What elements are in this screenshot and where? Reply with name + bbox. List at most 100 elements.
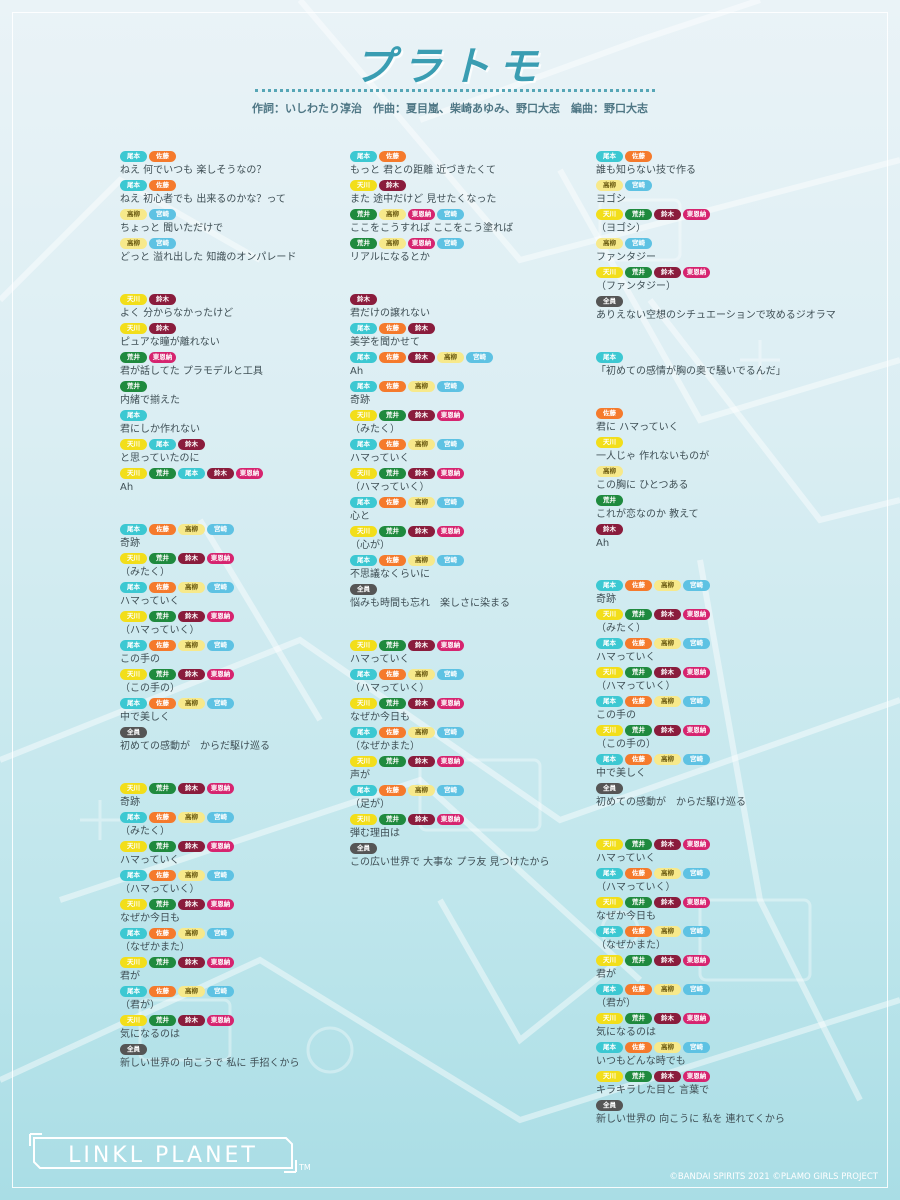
singer-tags: 天川 尾本 鈴木 <box>120 439 375 452</box>
singer-tag: 天川 <box>350 410 377 421</box>
singer-tag: 天川 <box>596 725 623 736</box>
singer-tag: 高柳 <box>596 238 623 249</box>
lyric-line: 尾本 佐藤 高柳 宮崎 奇跡 <box>596 580 851 609</box>
singer-tag: 鈴木 <box>654 209 681 220</box>
lyric-line: 尾本 佐藤 高柳 宮崎 ハマっていく <box>350 439 605 468</box>
singer-tag: 全員 <box>120 727 147 738</box>
singer-tag: 尾本 <box>149 439 176 450</box>
singer-tags: 荒井 高柳 東恩納 宮崎 <box>350 209 605 222</box>
singer-tag: 鈴木 <box>654 609 681 620</box>
singer-tag: 天川 <box>350 526 377 537</box>
singer-tag: 高柳 <box>408 497 435 508</box>
lyric-line: 尾本 佐藤 高柳 宮崎 （君が） <box>120 986 375 1015</box>
singer-tag: 高柳 <box>178 928 205 939</box>
lyric-line: 天川 鈴木 よく 分からなかったけど <box>120 294 375 323</box>
singer-tags: 尾本 佐藤 鈴木 高柳 宮崎 <box>350 352 605 365</box>
singer-tag: 宮崎 <box>437 439 464 450</box>
lyric-line: 天川 荒井 鈴木 東恩納 （ファンタジー） <box>596 267 851 296</box>
lyric-line: 全員 ありえない空想のシチュエーションで攻めるジオラマ <box>596 296 851 325</box>
lyric-text: 誰も知らない技で作る <box>596 165 696 176</box>
singer-tag: 荒井 <box>379 698 406 709</box>
singer-tag: 佐藤 <box>149 870 176 881</box>
lyric-section: 尾本 佐藤 高柳 宮崎 奇跡 天川 荒井 鈴木 東恩納 （みたく） 尾本 佐藤 高柳 宮崎 ハマっていく 天川… <box>596 580 851 812</box>
singer-tags: 天川 荒井 鈴木 東恩納 <box>120 669 375 682</box>
singer-tags: 全員 <box>120 727 375 740</box>
lyric-line: 全員 悩みも時間も忘れ 楽しさに染まる <box>350 584 605 613</box>
singer-tags: 荒井 <box>120 381 375 394</box>
singer-tag: 荒井 <box>625 209 652 220</box>
singer-tag: 東恩納 <box>683 1013 710 1024</box>
lyrics-column-2: 尾本 佐藤 もっと 君との距離 近づきたくて 天川 鈴木 また 途中だけど 見せたくなった… <box>350 151 605 872</box>
lyric-text: ちょっと 聞いただけで <box>120 223 224 234</box>
lyric-line: 尾本 佐藤 誰も知らない技で作る <box>596 151 851 180</box>
singer-tag: 尾本 <box>120 698 147 709</box>
lyric-line: 天川 荒井 鈴木 東恩納 ハマっていく <box>120 841 375 870</box>
singer-tag: 荒井 <box>120 352 147 363</box>
singer-tag: 尾本 <box>350 352 377 363</box>
lyric-text: 君が話してた プラモデルと工具 <box>120 366 263 377</box>
lyric-line: 尾本 佐藤 鈴木 美学を聞かせて <box>350 323 605 352</box>
singer-tag: 宮崎 <box>625 238 652 249</box>
lyric-line: 天川 荒井 鈴木 東恩納 声が <box>350 756 605 785</box>
singer-tags: 尾本 佐藤 高柳 宮崎 <box>596 868 851 881</box>
lyric-line: 天川 荒井 鈴木 東恩納 （ハマっていく） <box>596 667 851 696</box>
singer-tag: 佐藤 <box>149 928 176 939</box>
singer-tag: 宮崎 <box>466 352 493 363</box>
singer-tag: 天川 <box>596 897 623 908</box>
lyric-line: 尾本 君にしか作れない <box>120 410 375 439</box>
lyric-text: ヨゴシ <box>596 194 626 205</box>
lyric-text: （ハマっていく） <box>120 625 200 636</box>
svg-text:LINKL PLANET: LINKL PLANET <box>68 1143 258 1168</box>
singer-tag: 尾本 <box>350 669 377 680</box>
lyric-text: 奇跡 <box>350 395 370 406</box>
singer-tag: 高柳 <box>437 352 464 363</box>
lyric-text: これが恋なのか 教えて <box>596 509 699 520</box>
lyric-text: この広い世界で 大事な プラ友 見つけたから <box>350 857 550 868</box>
singer-tags: 尾本 佐藤 高柳 宮崎 <box>596 926 851 939</box>
singer-tags: 天川 荒井 鈴木 東恩納 <box>120 957 375 970</box>
singer-tags: 天川 <box>596 437 851 450</box>
singer-tag: 全員 <box>596 296 623 307</box>
singer-tags: 全員 <box>350 584 605 597</box>
lyric-text: キラキラした目と 言葉で <box>596 1085 710 1096</box>
lyric-line: 荒井 高柳 東恩納 宮崎 ここをこうすれば ここをこう塗れば <box>350 209 605 238</box>
singer-tag: 高柳 <box>178 582 205 593</box>
singer-tags: 尾本 佐藤 <box>120 180 375 193</box>
singer-tag: 佐藤 <box>379 555 406 566</box>
singer-tag: 天川 <box>120 439 147 450</box>
singer-tags: 尾本 佐藤 高柳 宮崎 <box>350 497 605 510</box>
lyric-line: 高柳 宮崎 どっと 溢れ出した 知識のオンパレード <box>120 238 375 267</box>
singer-tag: 佐藤 <box>379 439 406 450</box>
lyric-line: 天川 荒井 鈴木 東恩納 君が <box>120 957 375 986</box>
singer-tag: 高柳 <box>178 870 205 881</box>
song-credits: 作詞：いしわたり淳治 作曲：夏目嵐、柴崎あゆみ、野口大志 編曲：野口大志 <box>252 102 648 115</box>
lyric-line: 天川 荒井 鈴木 東恩納 （みたく） <box>596 609 851 638</box>
singer-tag: 宮崎 <box>683 696 710 707</box>
singer-tag: 東恩納 <box>207 899 234 910</box>
lyric-text: 気になるのは <box>120 1029 180 1040</box>
singer-tag: 高柳 <box>178 986 205 997</box>
lyric-text: 君にしか作れない <box>120 424 200 435</box>
singer-tags: 天川 荒井 鈴木 東恩納 <box>350 468 605 481</box>
singer-tag: 佐藤 <box>379 352 406 363</box>
lyric-text: 奇跡 <box>120 538 140 549</box>
singer-tags: 全員 <box>596 783 851 796</box>
singer-tag: 鈴木 <box>408 468 435 479</box>
singer-tag: 高柳 <box>654 926 681 937</box>
lyric-text: 「初めての感情が胸の奥で騒いでるんだ」 <box>596 366 786 377</box>
singer-tag: 全員 <box>350 584 377 595</box>
lyric-text: ねえ 初心者でも 出来るのかな？って <box>120 194 286 205</box>
lyric-line: 天川 荒井 鈴木 東恩納 キラキラした目と 言葉で <box>596 1071 851 1100</box>
lyric-line: 鈴木 君だけの譲れない <box>350 294 605 323</box>
singer-tag: 高柳 <box>408 381 435 392</box>
lyric-line: 全員 初めての感動が からだ駆け巡る <box>120 727 375 756</box>
singer-tags: 尾本 佐藤 高柳 宮崎 <box>350 669 605 682</box>
singer-tag: 鈴木 <box>178 899 205 910</box>
lyric-line: 高柳 宮崎 ファンタジー <box>596 238 851 267</box>
lyric-text: この手の <box>120 654 160 665</box>
singer-tag: 高柳 <box>654 580 681 591</box>
singer-tag: 宮崎 <box>437 238 464 249</box>
lyric-text: （ファンタジー） <box>596 281 676 292</box>
lyric-text: ハマっていく <box>350 654 410 665</box>
lyric-text: ハマっていく <box>120 855 180 866</box>
